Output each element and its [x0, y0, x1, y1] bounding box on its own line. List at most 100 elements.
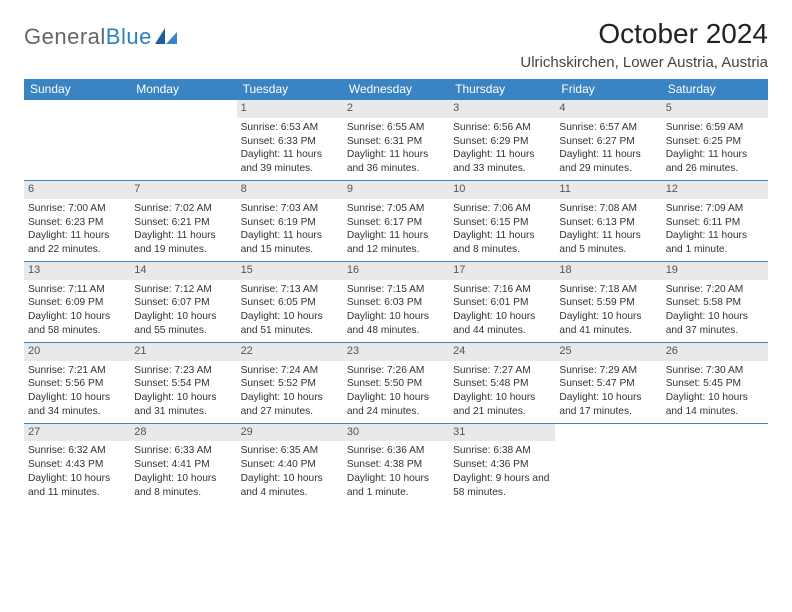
day-cell: 28Sunrise: 6:33 AMSunset: 4:41 PMDayligh… — [130, 424, 236, 504]
day-cell: 22Sunrise: 7:24 AMSunset: 5:52 PMDayligh… — [237, 343, 343, 423]
day-cell: 27Sunrise: 6:32 AMSunset: 4:43 PMDayligh… — [24, 424, 130, 504]
calendar: Sunday Monday Tuesday Wednesday Thursday… — [24, 79, 768, 504]
day-number: 13 — [24, 262, 130, 280]
day-number: 30 — [343, 424, 449, 442]
day-cell: 26Sunrise: 7:30 AMSunset: 5:45 PMDayligh… — [662, 343, 768, 423]
sunset-text: Sunset: 6:11 PM — [666, 216, 764, 230]
day-number: 28 — [130, 424, 236, 442]
daylight-text: Daylight: 11 hours and 29 minutes. — [559, 148, 657, 176]
daylight-text: Daylight: 10 hours and 41 minutes. — [559, 310, 657, 338]
day-body: Sunrise: 6:56 AMSunset: 6:29 PMDaylight:… — [449, 118, 555, 180]
day-cell: 4Sunrise: 6:57 AMSunset: 6:27 PMDaylight… — [555, 100, 661, 180]
day-number: 14 — [130, 262, 236, 280]
day-cell: 29Sunrise: 6:35 AMSunset: 4:40 PMDayligh… — [237, 424, 343, 504]
sunrise-text: Sunrise: 7:18 AM — [559, 283, 657, 297]
day-number: 7 — [130, 181, 236, 199]
day-body: Sunrise: 7:30 AMSunset: 5:45 PMDaylight:… — [662, 361, 768, 423]
day-body: Sunrise: 6:59 AMSunset: 6:25 PMDaylight:… — [662, 118, 768, 180]
day-body: Sunrise: 7:24 AMSunset: 5:52 PMDaylight:… — [237, 361, 343, 423]
sunset-text: Sunset: 6:05 PM — [241, 296, 339, 310]
day-number: 20 — [24, 343, 130, 361]
day-cell: 20Sunrise: 7:21 AMSunset: 5:56 PMDayligh… — [24, 343, 130, 423]
sunrise-text: Sunrise: 7:08 AM — [559, 202, 657, 216]
daylight-text: Daylight: 9 hours and 58 minutes. — [453, 472, 551, 500]
title-block: October 2024 Ulrichskirchen, Lower Austr… — [520, 18, 768, 71]
day-body: Sunrise: 7:18 AMSunset: 5:59 PMDaylight:… — [555, 280, 661, 342]
daylight-text: Daylight: 10 hours and 48 minutes. — [347, 310, 445, 338]
daylight-text: Daylight: 11 hours and 39 minutes. — [241, 148, 339, 176]
day-cell — [555, 424, 661, 504]
sunrise-text: Sunrise: 7:02 AM — [134, 202, 232, 216]
day-body: Sunrise: 6:35 AMSunset: 4:40 PMDaylight:… — [237, 441, 343, 503]
sunset-text: Sunset: 6:03 PM — [347, 296, 445, 310]
weekday-header-row: Sunday Monday Tuesday Wednesday Thursday… — [24, 79, 768, 100]
daylight-text: Daylight: 10 hours and 55 minutes. — [134, 310, 232, 338]
week-row: 20Sunrise: 7:21 AMSunset: 5:56 PMDayligh… — [24, 343, 768, 424]
day-body: Sunrise: 6:57 AMSunset: 6:27 PMDaylight:… — [555, 118, 661, 180]
sunset-text: Sunset: 5:59 PM — [559, 296, 657, 310]
day-cell: 9Sunrise: 7:05 AMSunset: 6:17 PMDaylight… — [343, 181, 449, 261]
weekday-header: Monday — [130, 79, 236, 100]
brand-name-blue: Blue — [106, 24, 152, 49]
day-number: 6 — [24, 181, 130, 199]
month-title: October 2024 — [520, 18, 768, 50]
sunset-text: Sunset: 6:19 PM — [241, 216, 339, 230]
day-body: Sunrise: 7:11 AMSunset: 6:09 PMDaylight:… — [24, 280, 130, 342]
day-body: Sunrise: 7:16 AMSunset: 6:01 PMDaylight:… — [449, 280, 555, 342]
sunrise-text: Sunrise: 7:13 AM — [241, 283, 339, 297]
day-body: Sunrise: 7:23 AMSunset: 5:54 PMDaylight:… — [130, 361, 236, 423]
sunrise-text: Sunrise: 7:26 AM — [347, 364, 445, 378]
day-number: 29 — [237, 424, 343, 442]
sunset-text: Sunset: 6:23 PM — [28, 216, 126, 230]
brand-name-gray: General — [24, 24, 106, 49]
sunrise-text: Sunrise: 6:57 AM — [559, 121, 657, 135]
weeks-container: 1Sunrise: 6:53 AMSunset: 6:33 PMDaylight… — [24, 100, 768, 504]
sunrise-text: Sunrise: 7:06 AM — [453, 202, 551, 216]
day-body: Sunrise: 6:36 AMSunset: 4:38 PMDaylight:… — [343, 441, 449, 503]
day-number: 24 — [449, 343, 555, 361]
sunset-text: Sunset: 6:25 PM — [666, 135, 764, 149]
day-cell: 17Sunrise: 7:16 AMSunset: 6:01 PMDayligh… — [449, 262, 555, 342]
day-cell: 21Sunrise: 7:23 AMSunset: 5:54 PMDayligh… — [130, 343, 236, 423]
day-body — [130, 103, 236, 110]
day-body: Sunrise: 7:15 AMSunset: 6:03 PMDaylight:… — [343, 280, 449, 342]
daylight-text: Daylight: 10 hours and 27 minutes. — [241, 391, 339, 419]
sunrise-text: Sunrise: 7:15 AM — [347, 283, 445, 297]
sunrise-text: Sunrise: 7:30 AM — [666, 364, 764, 378]
daylight-text: Daylight: 10 hours and 11 minutes. — [28, 472, 126, 500]
sunrise-text: Sunrise: 6:35 AM — [241, 444, 339, 458]
day-number: 1 — [237, 100, 343, 118]
day-cell: 3Sunrise: 6:56 AMSunset: 6:29 PMDaylight… — [449, 100, 555, 180]
day-cell: 19Sunrise: 7:20 AMSunset: 5:58 PMDayligh… — [662, 262, 768, 342]
day-number: 18 — [555, 262, 661, 280]
sunset-text: Sunset: 5:56 PM — [28, 377, 126, 391]
page: GeneralBlue October 2024 Ulrichskirchen,… — [0, 0, 792, 504]
week-row: 6Sunrise: 7:00 AMSunset: 6:23 PMDaylight… — [24, 181, 768, 262]
brand-logo: GeneralBlue — [24, 18, 177, 50]
day-number: 19 — [662, 262, 768, 280]
day-body: Sunrise: 7:08 AMSunset: 6:13 PMDaylight:… — [555, 199, 661, 261]
weekday-header: Friday — [555, 79, 661, 100]
day-body: Sunrise: 7:13 AMSunset: 6:05 PMDaylight:… — [237, 280, 343, 342]
sunset-text: Sunset: 6:27 PM — [559, 135, 657, 149]
day-cell: 30Sunrise: 6:36 AMSunset: 4:38 PMDayligh… — [343, 424, 449, 504]
day-cell: 24Sunrise: 7:27 AMSunset: 5:48 PMDayligh… — [449, 343, 555, 423]
day-body: Sunrise: 7:09 AMSunset: 6:11 PMDaylight:… — [662, 199, 768, 261]
sunset-text: Sunset: 6:01 PM — [453, 296, 551, 310]
day-number: 2 — [343, 100, 449, 118]
daylight-text: Daylight: 10 hours and 58 minutes. — [28, 310, 126, 338]
day-number: 27 — [24, 424, 130, 442]
day-cell: 31Sunrise: 6:38 AMSunset: 4:36 PMDayligh… — [449, 424, 555, 504]
day-body: Sunrise: 7:27 AMSunset: 5:48 PMDaylight:… — [449, 361, 555, 423]
day-body: Sunrise: 6:38 AMSunset: 4:36 PMDaylight:… — [449, 441, 555, 503]
sunrise-text: Sunrise: 7:12 AM — [134, 283, 232, 297]
sunrise-text: Sunrise: 6:56 AM — [453, 121, 551, 135]
day-cell: 14Sunrise: 7:12 AMSunset: 6:07 PMDayligh… — [130, 262, 236, 342]
day-cell: 25Sunrise: 7:29 AMSunset: 5:47 PMDayligh… — [555, 343, 661, 423]
sunset-text: Sunset: 4:41 PM — [134, 458, 232, 472]
day-number: 16 — [343, 262, 449, 280]
daylight-text: Daylight: 10 hours and 14 minutes. — [666, 391, 764, 419]
day-number: 17 — [449, 262, 555, 280]
day-cell: 7Sunrise: 7:02 AMSunset: 6:21 PMDaylight… — [130, 181, 236, 261]
weekday-header: Wednesday — [343, 79, 449, 100]
